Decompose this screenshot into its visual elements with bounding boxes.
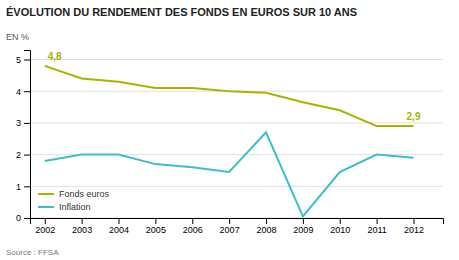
y-tick-mark bbox=[24, 60, 30, 61]
x-tick-mark bbox=[340, 218, 341, 224]
y-tick-mark bbox=[24, 91, 30, 92]
x-tick: 2010 bbox=[330, 218, 350, 235]
y-tick-label: 3 bbox=[16, 118, 21, 128]
x-tick-label: 2005 bbox=[146, 225, 166, 235]
y-tick-mark bbox=[24, 155, 30, 156]
title: ÉVOLUTION DU RENDEMENT DES FONDS EN EURO… bbox=[6, 6, 357, 18]
y-tick: 2 bbox=[16, 150, 30, 160]
grid-line bbox=[30, 122, 443, 123]
x-tick: 2006 bbox=[183, 218, 203, 235]
x-axis-line bbox=[31, 219, 444, 225]
y-axis: 0 1 2 3 4 5 bbox=[16, 51, 31, 224]
x-tick: 2012 bbox=[404, 218, 424, 235]
y-tick: 3 bbox=[16, 118, 30, 128]
x-tick: 2004 bbox=[109, 218, 129, 235]
x-tick: 2002 bbox=[35, 218, 55, 235]
y-tick: 4 bbox=[16, 87, 30, 97]
y-tick: 5 bbox=[16, 55, 30, 65]
plot-area: 2002 2003 2004 2005 2006 2007 2008 2009 2010 2011… bbox=[16, 51, 444, 236]
legend-swatch bbox=[38, 206, 54, 208]
legend: Fonds euros Inflation bbox=[38, 189, 110, 212]
legend-item: Inflation bbox=[38, 202, 91, 212]
y-axis-label: EN % bbox=[6, 32, 29, 42]
annotation: 2,9 bbox=[407, 111, 421, 122]
x-tick: 2009 bbox=[293, 218, 313, 235]
legend-swatch bbox=[38, 193, 54, 195]
y-tick: 1 bbox=[16, 182, 30, 192]
y-tick-mark bbox=[24, 186, 30, 187]
x-tick-mark bbox=[377, 218, 378, 224]
x-tick: 2003 bbox=[72, 218, 92, 235]
x-tick: 2007 bbox=[220, 218, 240, 235]
y-tick-label: 5 bbox=[16, 55, 21, 65]
series-line bbox=[45, 132, 414, 216]
x-tick-label: 2007 bbox=[220, 225, 240, 235]
y-tick-label: 0 bbox=[16, 213, 21, 223]
grid-line bbox=[30, 186, 443, 187]
x-tick-label: 2008 bbox=[256, 225, 276, 235]
legend-label: Fonds euros bbox=[59, 189, 110, 199]
y-axis-line bbox=[24, 51, 31, 219]
y-tick-mark bbox=[24, 218, 30, 219]
x-tick: 2008 bbox=[256, 218, 276, 235]
x-tick-label: 2004 bbox=[109, 225, 129, 235]
x-tick-mark bbox=[414, 218, 415, 224]
series-line bbox=[45, 66, 414, 126]
x-tick-mark bbox=[45, 218, 46, 224]
x-tick-label: 2002 bbox=[35, 225, 55, 235]
x-tick-label: 2010 bbox=[330, 225, 350, 235]
annotation: 4,8 bbox=[48, 51, 62, 62]
legend-item: Fonds euros bbox=[38, 189, 110, 199]
source: Source : FFSA bbox=[6, 248, 59, 257]
x-tick: 2011 bbox=[367, 218, 386, 235]
x-tick: 2005 bbox=[146, 218, 166, 235]
x-axis: 2002 2003 2004 2005 2006 2007 2008 2009 2010 2011… bbox=[31, 218, 444, 235]
x-tick-mark bbox=[155, 218, 156, 224]
x-tick-mark bbox=[82, 218, 83, 224]
grid bbox=[30, 60, 443, 218]
chart-svg: ÉVOLUTION DU RENDEMENT DES FONDS EN EURO… bbox=[0, 0, 459, 260]
y-tick: 0 bbox=[16, 213, 30, 223]
y-tick-mark bbox=[24, 123, 30, 124]
x-tick-mark bbox=[303, 218, 304, 224]
y-tick-label: 1 bbox=[16, 182, 21, 192]
x-tick-mark bbox=[266, 218, 267, 224]
grid-line bbox=[30, 59, 443, 60]
x-tick-mark bbox=[192, 218, 193, 224]
x-tick-label: 2011 bbox=[367, 225, 386, 235]
x-tick-label: 2012 bbox=[404, 225, 424, 235]
lines bbox=[45, 66, 414, 217]
chart-container: ÉVOLUTION DU RENDEMENT DES FONDS EN EURO… bbox=[0, 0, 459, 260]
y-tick-label: 4 bbox=[16, 87, 21, 97]
x-tick-label: 2006 bbox=[183, 225, 203, 235]
x-tick-label: 2003 bbox=[72, 225, 92, 235]
y-tick-label: 2 bbox=[16, 150, 21, 160]
x-tick-mark bbox=[229, 218, 230, 224]
x-tick-mark bbox=[119, 218, 120, 224]
legend-label: Inflation bbox=[59, 202, 91, 212]
x-tick-label: 2009 bbox=[293, 225, 313, 235]
